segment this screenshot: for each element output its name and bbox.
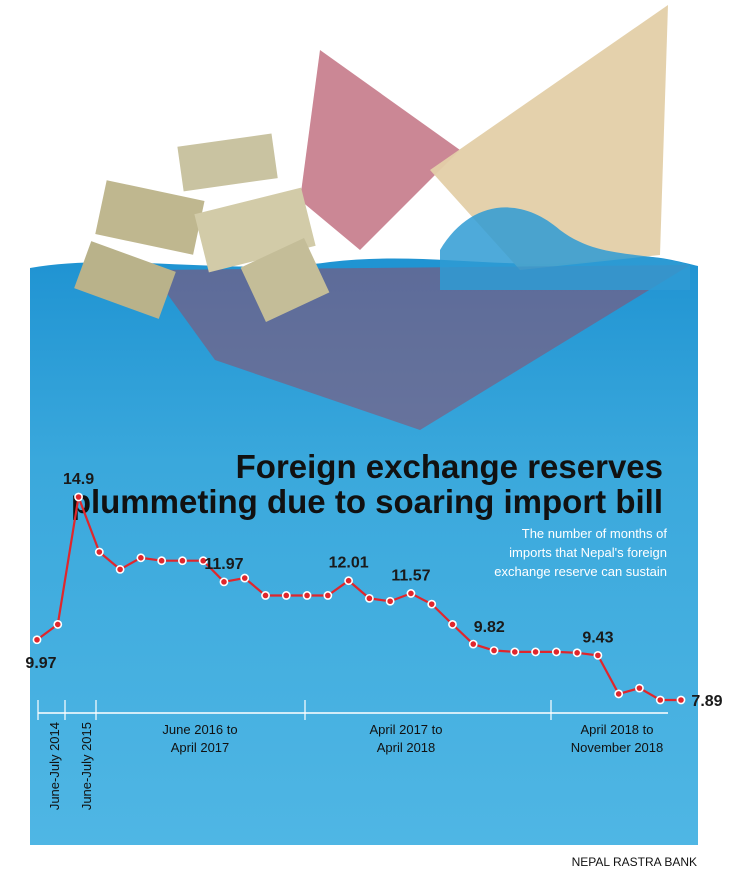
period-label: April 2018 [377, 740, 436, 755]
data-point [510, 647, 520, 657]
data-point [281, 591, 291, 600]
data-point [572, 648, 582, 658]
data-point [240, 573, 250, 583]
data-point [198, 556, 208, 566]
data-point [531, 647, 540, 657]
period-labels: June-July 2014 June-July 2015 June 2016 to… [47, 722, 663, 810]
data-labels: 9.97 14.9 11.97 12.01 11.57 9.82 9.43 7.89 [25, 471, 722, 710]
data-point [593, 651, 603, 660]
period-label: April 2017 to [370, 722, 443, 737]
wave-splash [440, 207, 690, 290]
data-label: 14.9 [63, 471, 94, 488]
data-point [635, 683, 644, 693]
data-point [489, 646, 499, 655]
data-point [676, 695, 686, 705]
data-point [178, 556, 187, 566]
period-label: April 2018 to [581, 722, 654, 737]
data-label: 9.82 [474, 619, 505, 636]
chart-title-line-2: plummeting due to soaring import bill [71, 483, 663, 520]
boat-illustration [74, 5, 690, 430]
boat-sail-right [430, 5, 668, 270]
period-ticks [37, 700, 552, 720]
banknote-stack-2 [95, 180, 205, 255]
data-point [157, 556, 167, 566]
period-label: June-July 2015 [79, 722, 94, 810]
data-point [406, 589, 416, 598]
data-point [614, 689, 624, 699]
banknote-stack-1 [177, 133, 278, 192]
boat-sail-left [300, 50, 460, 250]
chart-subtitle-line-2: imports that Nepal's foreign [509, 545, 667, 560]
banknote-stack-5 [240, 238, 330, 322]
data-label: 9.97 [25, 655, 56, 672]
chart-title-line-1: Foreign exchange reserves [236, 448, 663, 485]
data-label: 11.97 [204, 556, 243, 573]
chart-subtitle-line-1: The number of months of [522, 526, 668, 541]
data-point [53, 620, 63, 629]
data-point [94, 547, 104, 557]
data-point [136, 553, 146, 563]
data-point [219, 577, 229, 587]
data-point [323, 591, 333, 600]
data-point [427, 599, 437, 609]
data-point [655, 695, 665, 705]
data-point [551, 647, 561, 657]
data-point [32, 635, 42, 645]
data-point [302, 591, 312, 600]
data-point [364, 593, 374, 603]
chart-subtitle-line-3: exchange reserve can sustain [494, 564, 667, 579]
period-label: April 2017 [171, 740, 230, 755]
data-label: 12.01 [329, 555, 369, 572]
data-point [261, 591, 270, 600]
period-label: November 2018 [571, 740, 664, 755]
data-point [344, 576, 354, 586]
data-label: 9.43 [582, 629, 613, 646]
data-point [115, 564, 125, 574]
data-point [468, 639, 478, 649]
data-point [385, 596, 395, 606]
period-label: June 2016 to [162, 722, 237, 737]
source-credit: NEPAL RASTRA BANK [572, 855, 697, 869]
data-label: 7.89 [691, 693, 722, 710]
data-point [448, 620, 457, 629]
period-label: June-July 2014 [47, 722, 62, 810]
water-background [30, 256, 698, 845]
data-points [32, 492, 686, 705]
data-label: 11.57 [391, 567, 430, 584]
banknote-stack-4 [74, 241, 176, 319]
data-point [74, 492, 83, 502]
